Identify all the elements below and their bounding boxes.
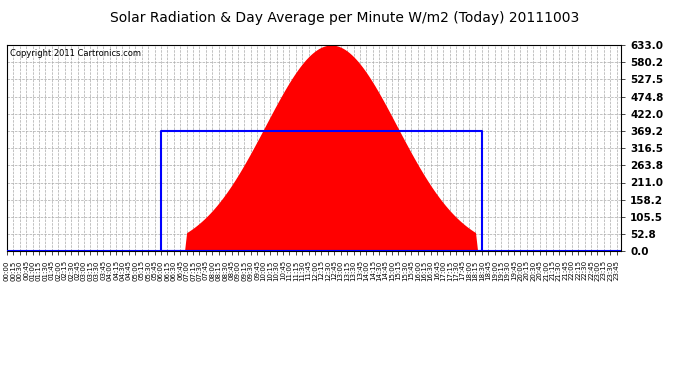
- Text: Solar Radiation & Day Average per Minute W/m2 (Today) 20111003: Solar Radiation & Day Average per Minute…: [110, 11, 580, 25]
- Text: Copyright 2011 Cartronics.com: Copyright 2011 Cartronics.com: [10, 49, 141, 58]
